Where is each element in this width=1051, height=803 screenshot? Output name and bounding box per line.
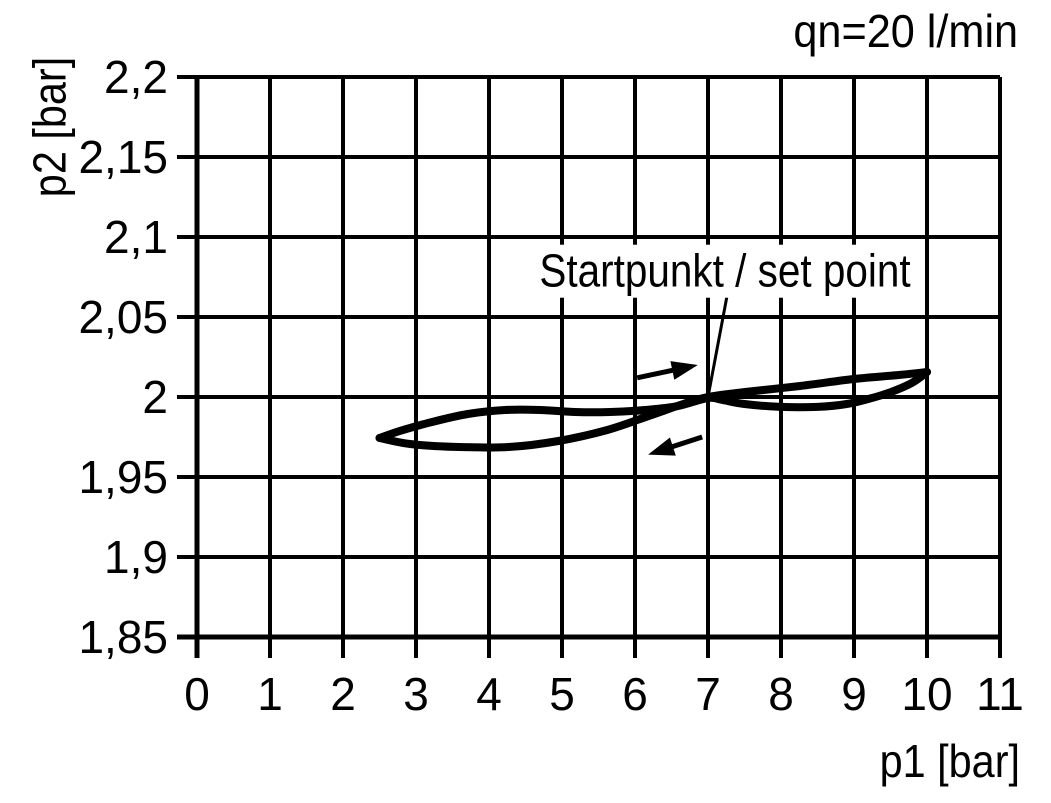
flow-rate-note: qn=20 l/min — [793, 5, 1018, 57]
x-tick-label: 10 — [901, 668, 952, 720]
x-tick-label: 9 — [841, 668, 867, 720]
x-tick-label: 5 — [549, 668, 575, 720]
x-tick-label: 1 — [257, 668, 283, 720]
x-tick-label: 8 — [768, 668, 794, 720]
y-tick-label: 1,85 — [78, 611, 168, 663]
y-tick-label: 2,1 — [104, 211, 168, 263]
x-tick-label: 7 — [695, 668, 721, 720]
set-point-leader-line — [706, 295, 729, 398]
x-tick-label: 2 — [330, 668, 356, 720]
direction-arrow-head-left — [648, 437, 676, 456]
x-tick-label: 3 — [403, 668, 429, 720]
direction-arrow-head-right — [670, 361, 698, 380]
y-tick-label: 2,15 — [78, 131, 168, 183]
set-point-annotation: Startpunkt / set point — [533, 244, 917, 298]
y-tick-label: 1,95 — [78, 451, 168, 503]
x-axis-title: p1 [bar] — [879, 735, 1020, 787]
x-tick-label: 11 — [976, 668, 1024, 720]
hysteresis-curve — [375, 368, 931, 442]
x-tick-label: 4 — [476, 668, 502, 720]
y-tick-label: 1,9 — [104, 531, 168, 583]
x-tick-label: 0 — [184, 668, 210, 720]
y-tick-label: 2,2 — [104, 51, 168, 103]
y-tick-label: 2,05 — [78, 291, 168, 343]
y-axis-title: p2 [bar] — [23, 56, 76, 198]
y-tick-label: 2 — [142, 371, 168, 423]
x-tick-label: 6 — [622, 668, 648, 720]
